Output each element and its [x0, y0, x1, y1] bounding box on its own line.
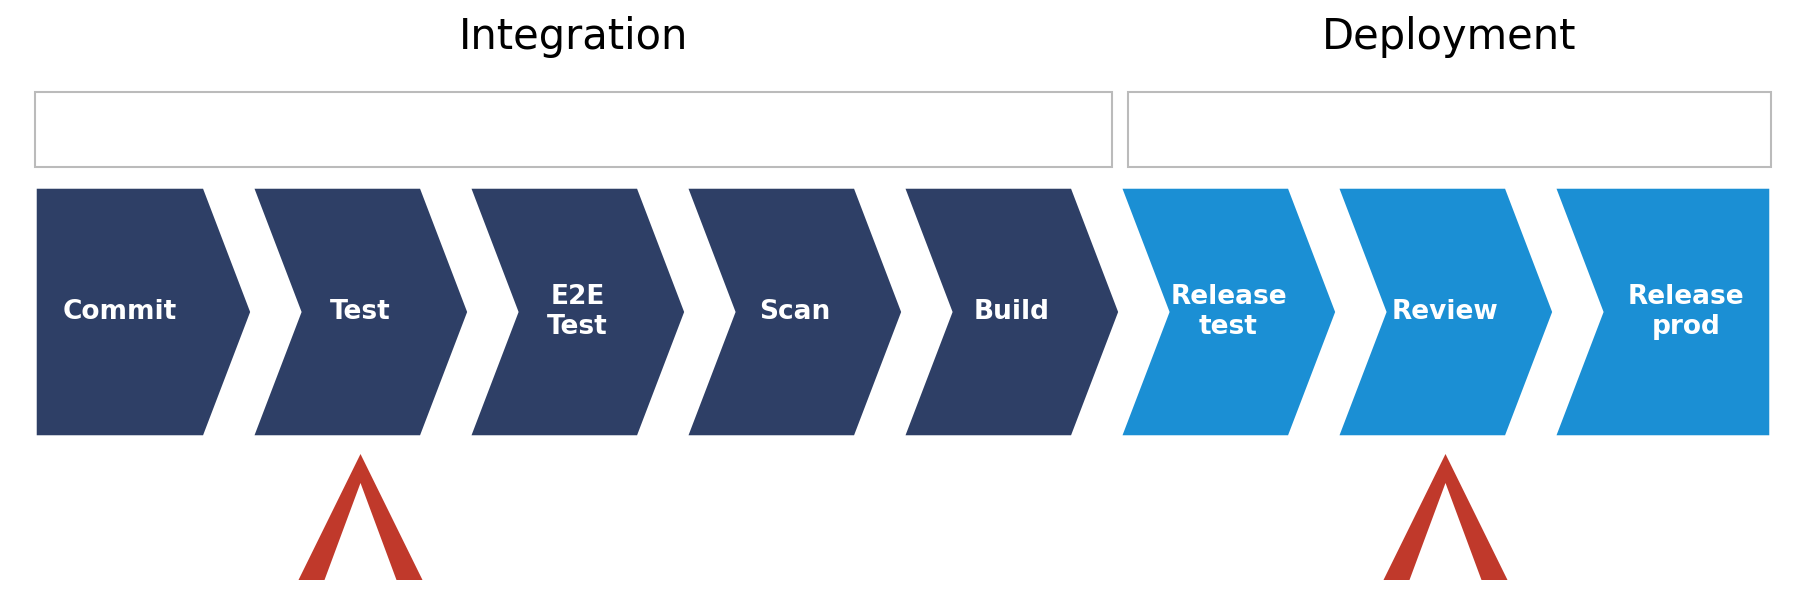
- Text: Commit: Commit: [63, 299, 177, 325]
- Polygon shape: [686, 187, 902, 437]
- Polygon shape: [1119, 187, 1336, 437]
- Text: E2E
Test: E2E Test: [547, 284, 608, 340]
- Text: Integration: Integration: [458, 16, 688, 58]
- Polygon shape: [298, 454, 422, 580]
- Bar: [1128, 92, 1771, 167]
- Text: Deployment: Deployment: [1321, 16, 1576, 58]
- Polygon shape: [34, 187, 253, 437]
- Text: Review: Review: [1392, 299, 1498, 325]
- Polygon shape: [253, 187, 469, 437]
- Text: Release
test: Release test: [1170, 284, 1287, 340]
- Polygon shape: [1336, 187, 1552, 437]
- Bar: [34, 92, 1112, 167]
- Text: Release
prod: Release prod: [1626, 284, 1744, 340]
- Polygon shape: [469, 187, 686, 437]
- Polygon shape: [1552, 187, 1771, 437]
- Polygon shape: [1383, 454, 1507, 580]
- Text: Test: Test: [330, 299, 390, 325]
- Text: Scan: Scan: [758, 299, 830, 325]
- Polygon shape: [902, 187, 1119, 437]
- Text: Build: Build: [973, 299, 1049, 325]
